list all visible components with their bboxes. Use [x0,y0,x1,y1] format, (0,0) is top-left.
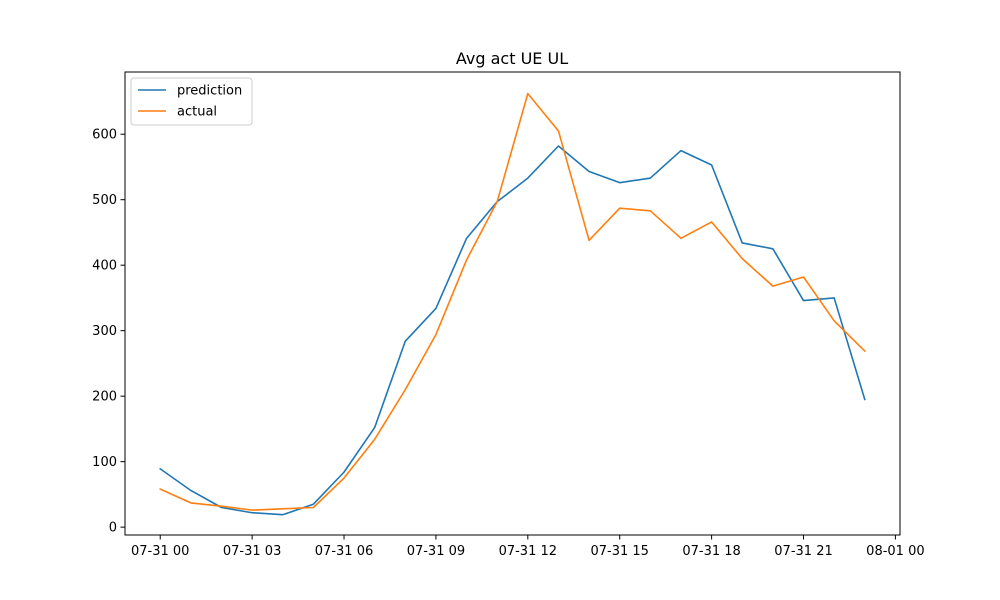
y-tick-label: 200 [92,390,117,405]
chart-title: Avg act UE UL [456,49,568,68]
y-tick-label: 0 [109,521,117,536]
y-tick-label: 100 [92,455,117,470]
y-tick-label: 600 [92,128,117,143]
x-tick-label: 07-31 09 [407,544,465,559]
series-line-prediction [159,145,866,516]
x-tick-label: 07-31 21 [774,544,832,559]
legend-label-prediction: prediction [177,84,242,99]
plot-frame [124,71,901,536]
x-tick-label: 07-31 15 [590,544,648,559]
series-line-actual [159,92,866,511]
legend: prediction actual [130,77,253,126]
x-tick-label: 07-31 00 [131,544,189,559]
y-tick-label: 500 [92,193,117,208]
x-tick-label: 08-01 00 [866,544,924,559]
y-tick-label: 300 [92,324,117,339]
legend-label-actual: actual [177,105,217,120]
x-tick-label: 07-31 03 [223,544,281,559]
y-tick-label: 400 [92,259,117,274]
plot-area: 07-31 00 07-31 03 07-31 06 07-31 09 07-31 12… [92,92,925,559]
x-tick-label: 07-31 06 [315,544,373,559]
x-tick-label: 07-31 12 [499,544,557,559]
x-tick-label: 07-31 18 [682,544,740,559]
